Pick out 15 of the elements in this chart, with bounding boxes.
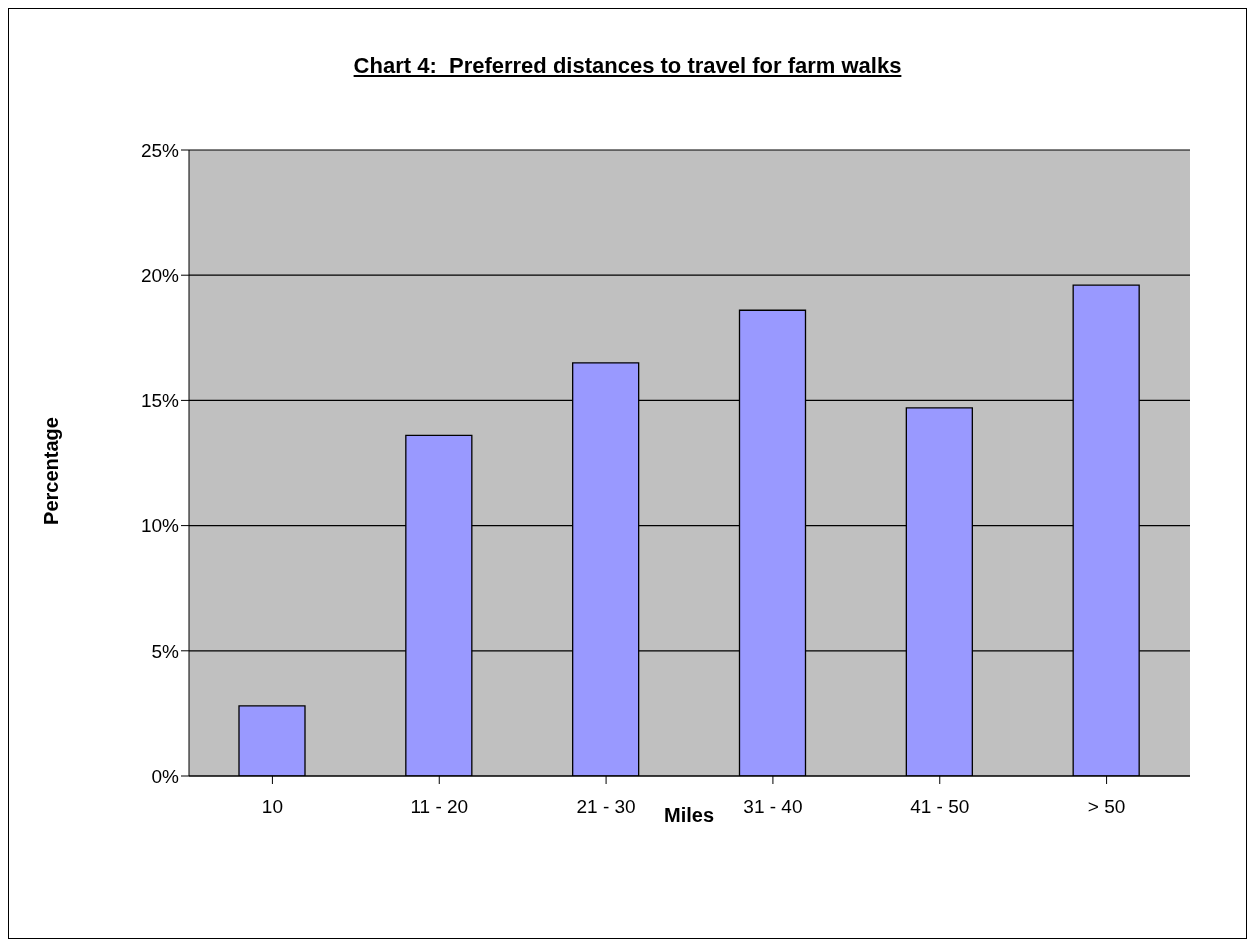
y-tick-label: 5% xyxy=(151,640,180,662)
y-tick-label: 15% xyxy=(140,390,180,412)
x-tick-label: 21 - 30 xyxy=(576,796,636,818)
x-tick-label: > 50 xyxy=(1087,796,1126,818)
y-tick-label: 25% xyxy=(140,139,180,161)
x-tick-label: 10 xyxy=(261,796,283,818)
y-tick-label: 20% xyxy=(140,264,180,286)
y-tick-label: 10% xyxy=(140,515,180,537)
x-tick-label: 41 - 50 xyxy=(910,796,970,818)
x-tick-label: 31 - 40 xyxy=(743,796,803,818)
y-axis-title: Percentage xyxy=(39,417,63,525)
y-tick-label: 0% xyxy=(151,765,180,787)
chart-title: Chart 4: Preferred distances to travel for farm walks xyxy=(352,53,903,79)
x-axis-title: Miles xyxy=(663,804,715,826)
x-tick-label: 11 - 20 xyxy=(410,796,469,818)
